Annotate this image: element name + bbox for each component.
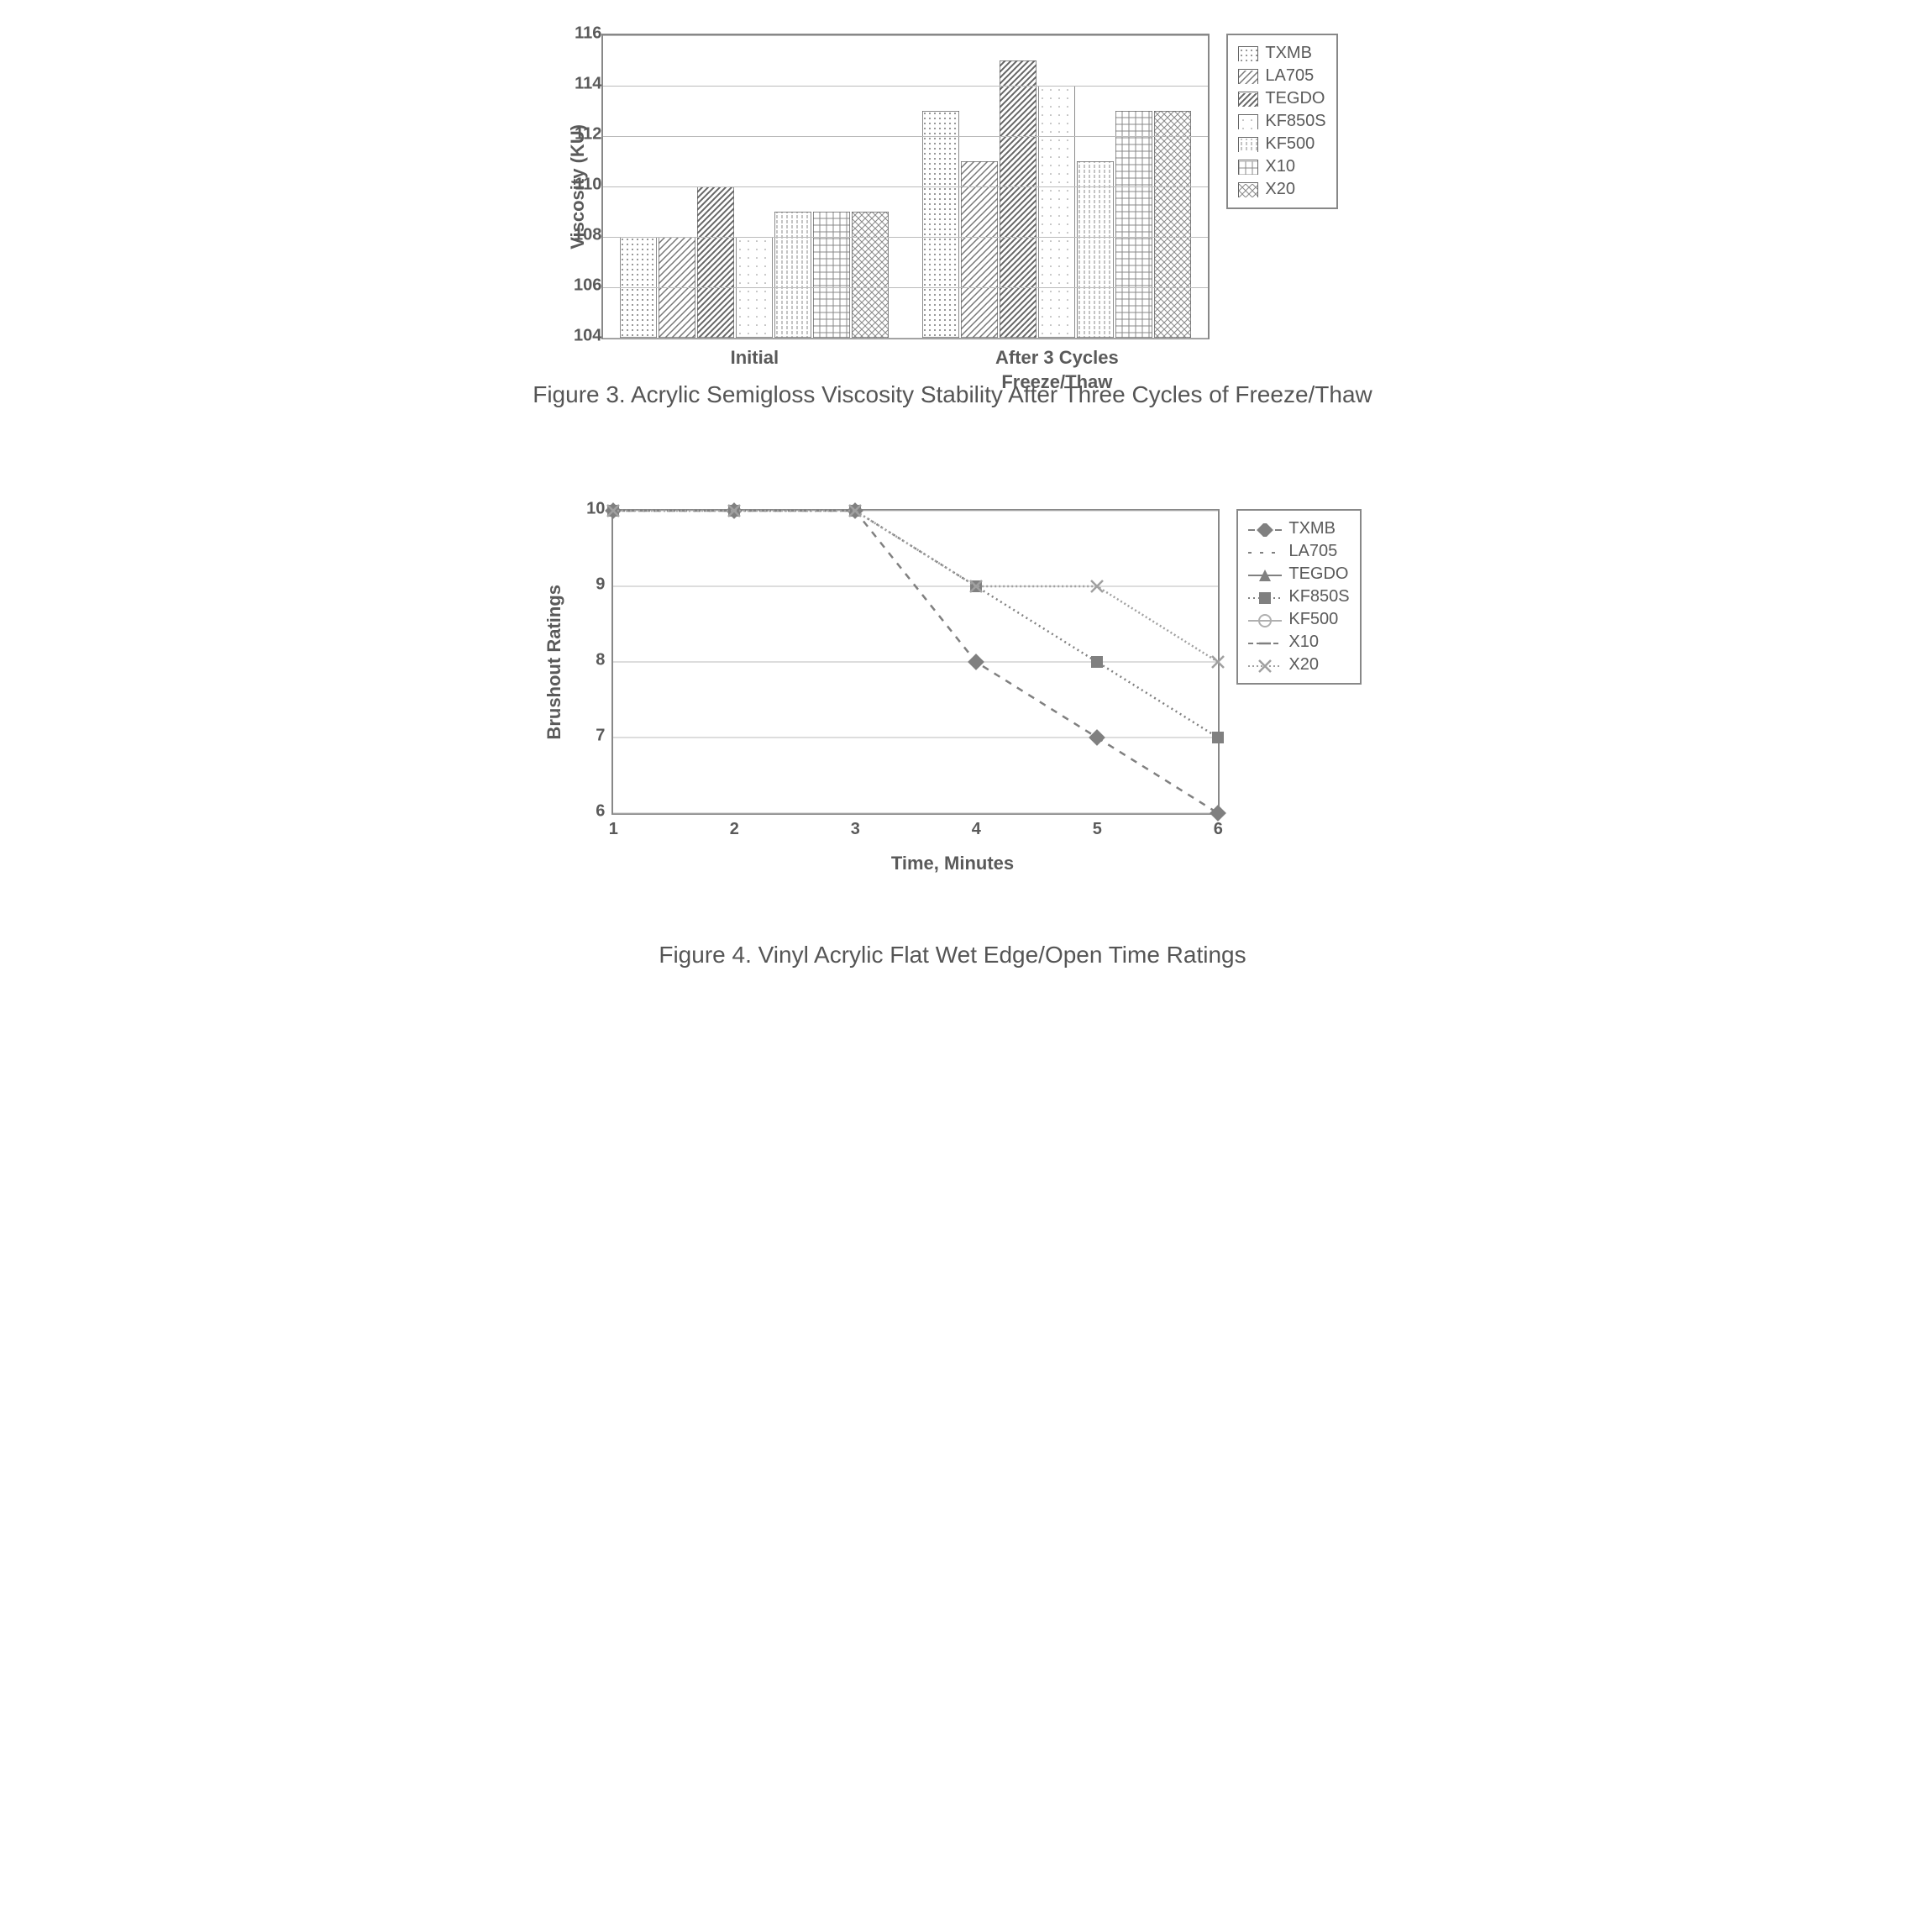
fig3-bar [1154, 111, 1191, 338]
fig3-x-label: Initial [603, 338, 905, 394]
fig3-y-tick: 110 [575, 176, 601, 195]
fig4-legend-item: X10 [1248, 631, 1349, 654]
fig4-x-title: Time, Minutes [491, 853, 1414, 874]
fig3-y-tick: 104 [574, 327, 601, 346]
fig3-bar [813, 212, 850, 338]
fig3-legend-item: X20 [1238, 178, 1325, 201]
fig4-x-tick: 1 [609, 820, 618, 839]
fig4-y-tick: 9 [596, 575, 605, 595]
fig4-x-tick: 6 [1214, 820, 1223, 839]
fig4-y-tick: 10 [586, 500, 605, 519]
fig3-bar [1115, 111, 1152, 338]
fig3-legend-item: LA705 [1238, 65, 1325, 87]
fig3-y-tick: 116 [575, 24, 601, 44]
fig3-bar [1038, 86, 1075, 338]
fig4-x-tick: 5 [1093, 820, 1102, 839]
fig4-legend-item: KF500 [1248, 608, 1349, 631]
fig3-bar [852, 212, 889, 338]
fig3-legend-item: TEGDO [1238, 87, 1325, 110]
fig3-bar [961, 161, 998, 338]
figure-3: Viscosity (KU) 104106108110112114116 Ini… [491, 34, 1414, 408]
fig4-legend: TXMBLA705TEGDOKF850SKF500X10X20 [1236, 509, 1361, 685]
fig4-legend-item: LA705 [1248, 540, 1349, 563]
fig3-bar [1000, 60, 1036, 338]
fig3-y-tick: 108 [574, 226, 601, 245]
fig3-legend-item: TXMB [1238, 42, 1325, 65]
fig4-y-ticks: 678910 [578, 509, 611, 811]
fig4-x-tick: 3 [851, 820, 860, 839]
fig4-legend-item: X20 [1248, 654, 1349, 676]
fig4-y-title: Brushout Ratings [543, 585, 565, 740]
fig3-bar [1077, 161, 1114, 338]
fig3-legend-item: X10 [1238, 155, 1325, 178]
fig3-y-tick: 112 [575, 125, 601, 144]
fig3-bar [697, 186, 734, 338]
fig3-plot-area: InitialAfter 3 CyclesFreeze/Thaw [601, 34, 1210, 339]
fig3-bar [922, 111, 959, 338]
fig4-caption: Figure 4. Vinyl Acrylic Flat Wet Edge/Op… [491, 942, 1414, 969]
fig4-y-tick: 8 [596, 651, 605, 670]
fig3-y-tick: 106 [574, 276, 601, 296]
fig3-x-label: After 3 CyclesFreeze/Thaw [905, 338, 1208, 394]
fig3-legend-item: KF500 [1238, 133, 1325, 155]
fig3-y-tick: 114 [575, 75, 601, 94]
fig4-legend-item: TEGDO [1248, 563, 1349, 585]
fig3-legend: TXMBLA705TEGDOKF850SKF500X10X20 [1226, 34, 1337, 209]
fig4-x-tick: 2 [730, 820, 739, 839]
figure-4: Brushout Ratings 678910 123456 TXMBLA705… [491, 509, 1414, 969]
fig4-legend-item: KF850S [1248, 585, 1349, 608]
fig4-plot-area: 123456 [611, 509, 1220, 815]
fig3-bar [774, 212, 811, 338]
fig4-y-tick: 7 [596, 727, 605, 746]
fig3-legend-item: KF850S [1238, 110, 1325, 133]
fig4-x-tick: 4 [972, 820, 981, 839]
fig4-y-tick: 6 [596, 802, 605, 822]
fig4-legend-item: TXMB [1248, 517, 1349, 540]
